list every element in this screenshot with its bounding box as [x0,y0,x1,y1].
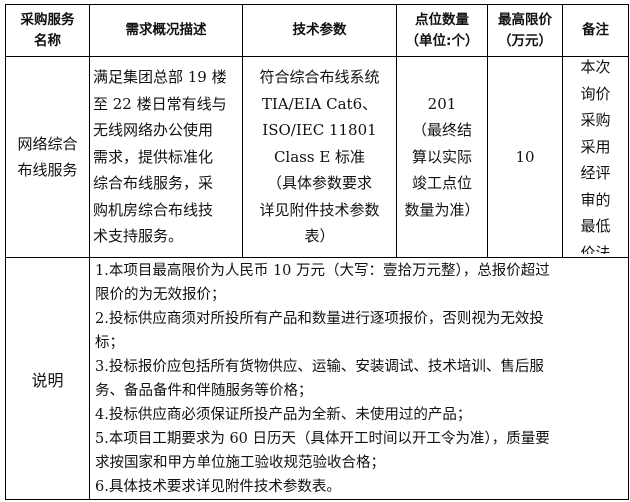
header-text: （单位:个） [405,32,479,49]
text-line: 标； [95,334,124,351]
text-line: 6.具体技术要求详见附件技术参数表。 [95,478,341,495]
text-line: 价法 [580,243,611,255]
notes-row: 说明 1.本项目最高限价为人民币 10 万元（大写：壹拾万元整），总报价超过 限价… [5,257,629,500]
text-line: 2.投标供应商须对所投所有产品和数量进行逐项报价，否则视为无效投 [95,310,544,327]
header-text: 备注 [582,22,609,38]
cell-remark: 本次询价采购采用经评审的最低价法评审 [562,56,629,258]
cell-tech-params: 符合综合布线系统 TIA/EIA Cat6、 ISO/IEC 11801 Class … [242,56,397,258]
text-line: TIA/EIA Cat6、 [261,94,378,113]
text-line: 3.投标报价应包括所有货物供应、运输、安装调试、技术培训、售后服 [95,358,544,375]
text-line: （最终结 [411,121,472,140]
text-line: 1.本项目最高限价为人民币 10 万元（大写：壹拾万元整），总报价超过 [95,262,550,279]
text-line: ISO/IEC 11801 [262,121,377,140]
text-line: Class E 标准 [273,147,366,166]
text-line: 务、备品备件和伴随服务等价格； [95,382,313,399]
text-line: 购机房综合布线技 [93,200,214,219]
text-line: 符合综合布线系统 [259,68,380,87]
table-row: 网络综合布线服务 满足集团总部 19 楼至 22 楼日常有线与 无线网络办公使用需… [5,56,629,258]
text-line: 布线服务 [17,161,78,179]
max-price-value: 10 [515,147,535,166]
header-text: 名称 [34,32,61,49]
header-text: （万元） [498,32,552,49]
text-line: 本次 [580,58,611,76]
text-line: 表） [304,227,335,246]
text-line: 竣工点位 [411,174,472,193]
text-line: 详见附件技术参数 [259,200,380,219]
text-line: 满足集团总部 19 楼 [93,68,227,87]
text-line: 询价 [580,84,611,103]
header-text: 采购服务 [20,11,75,28]
cell-quantity: 201 （最终结算以实际竣工点位数量为准） [396,56,488,258]
text-line: 需求，提供标准化 [93,147,214,166]
header-description: 需求概况描述 [89,4,243,57]
text-line: 术支持服务。 [93,227,184,246]
text-line: 采购 [580,111,611,129]
header-service-name: 采购服务 名称 [5,4,90,57]
header-remark: 备注 [562,4,629,57]
cell-description: 满足集团总部 19 楼至 22 楼日常有线与 无线网络办公使用 需求，提供标准化 综合… [89,56,243,258]
cell-service-name: 网络综合 布线服务 [5,56,90,258]
text-line: 最低 [580,217,611,235]
notes-content: 1.本项目最高限价为人民币 10 万元（大写：壹拾万元整），总报价超过 限价的为无… [89,257,629,500]
header-text: 点位数量 [415,11,469,28]
text-line: 采用 [580,137,611,156]
notes-label: 说明 [5,257,90,500]
header-quantity: 点位数量 （单位:个） [396,4,488,57]
text-line: 4.投标供应商必须保证所投产品为全新、未使用过的产品； [95,406,472,423]
text-line: 审的 [580,190,611,209]
text-line: 经评 [580,164,611,182]
header-text: 技术参数 [292,22,347,38]
text-line: 至 22 楼日常有线与 [93,94,227,113]
header-text: 最高限价 [498,11,552,28]
header-text: 需求概况描述 [125,22,207,38]
header-max-price: 最高限价 （万元） [487,4,563,57]
header-row: 采购服务名称 需求概况描述 技术参数 点位数量 （单位:个） 最高限价 （万元） 备… [5,4,629,57]
cell-max-price: 10 [487,56,563,258]
text-line: 无线网络办公使用 [93,121,214,140]
header-tech-params: 技术参数 [242,4,397,57]
text-line: 数量为准） [404,200,480,219]
text-line: 限价的为无效报价； [95,286,226,303]
text-line: 5.本项目工期要求为 60 日历天（具体开工时间以开工令为准），质量要 [95,430,550,447]
text-line: 201 [427,94,457,113]
procurement-table: 采购服务名称 需求概况描述 技术参数 点位数量 （单位:个） 最高限价 （万元） 备… [5,4,629,500]
text-line: 算以实际 [411,147,472,166]
text-line: 综合布线服务，采 [93,174,214,193]
text-line: （具体参数要求 [266,174,372,193]
text-line: 网络综合 [17,134,78,153]
text-line: 求按国家和甲方单位施工验收规范验收合格； [95,454,385,471]
notes-label-text: 说明 [31,370,64,390]
